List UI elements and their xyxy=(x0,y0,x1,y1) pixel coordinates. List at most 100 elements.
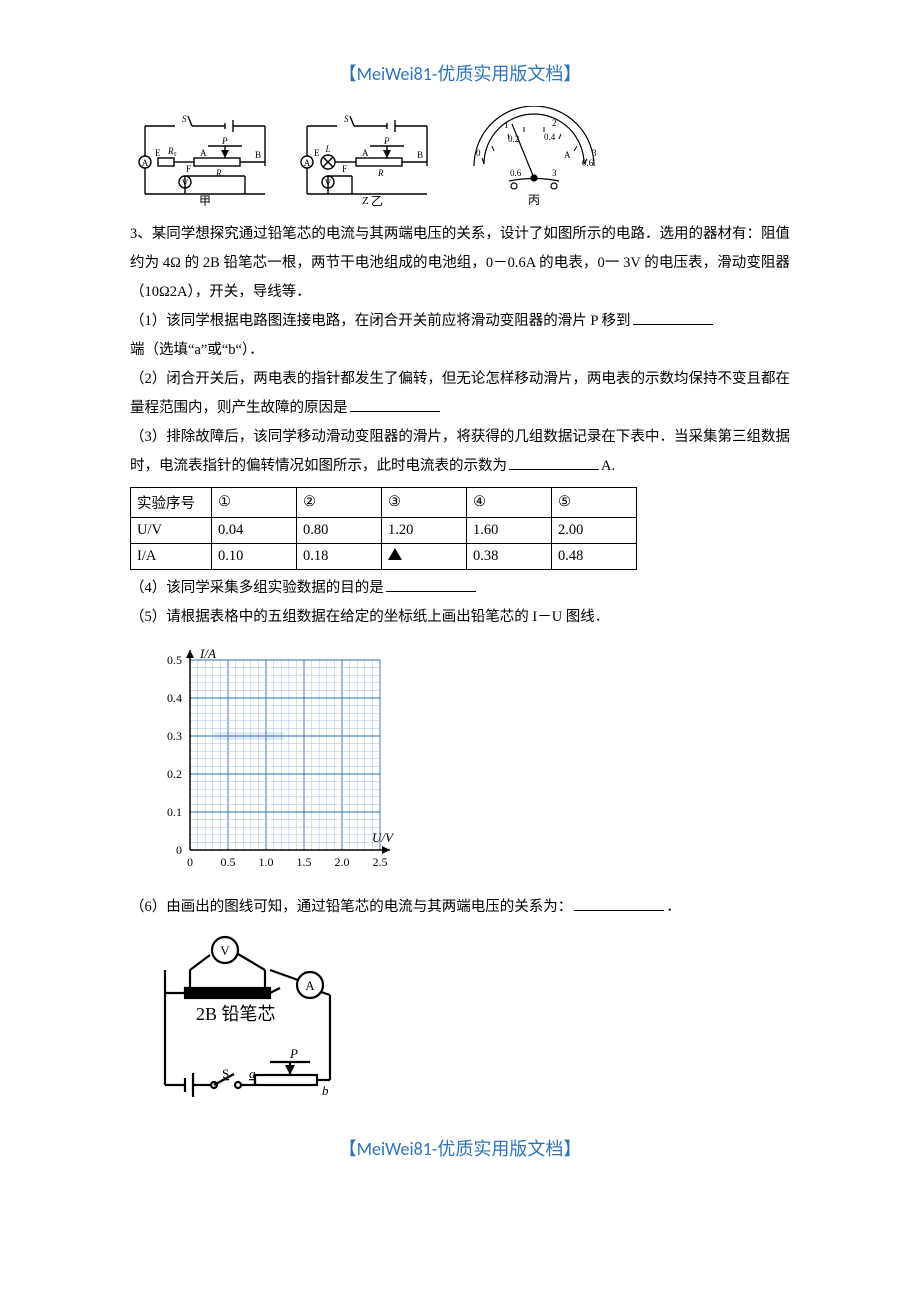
r-label: R xyxy=(377,168,384,178)
b-label: B xyxy=(255,150,261,160)
blank-4 xyxy=(386,577,476,593)
svg-text:2.5: 2.5 xyxy=(373,855,388,869)
th-1: ① xyxy=(212,488,297,518)
s-label: S xyxy=(344,114,349,124)
voltmeter-label: V xyxy=(182,178,189,188)
cell: 0.48 xyxy=(552,544,637,570)
b-label: B xyxy=(417,150,423,160)
svg-text:0.2: 0.2 xyxy=(508,134,519,144)
q3-p6: （6）由画出的图线可知，通过铅笔芯的电流与其两端电压的关系为：． xyxy=(130,893,790,922)
q3-p6-a: （6）由画出的图线可知，通过铅笔芯的电流与其两端电压的关系为： xyxy=(130,899,572,915)
svg-text:0: 0 xyxy=(187,855,193,869)
svg-text:3: 3 xyxy=(592,148,597,158)
svg-text:2.0: 2.0 xyxy=(335,855,350,869)
voltmeter-label: V xyxy=(325,178,332,188)
th-3: ③ xyxy=(382,488,467,518)
q3-p3-b: A. xyxy=(601,458,615,474)
ammeter-label: A xyxy=(304,158,311,168)
a-left-label: A xyxy=(200,148,207,158)
table-row: U/V 0.04 0.80 1.20 1.60 2.00 xyxy=(131,518,637,544)
x-axis-label: U/V xyxy=(372,830,395,845)
cell: 2.00 xyxy=(552,518,637,544)
experiment-data-table: 实验序号 ① ② ③ ④ ⑤ U/V 0.04 0.80 1.20 1.60 2… xyxy=(130,487,637,570)
q3-p4-a: （4）该同学采集多组实验数据的目的是 xyxy=(130,580,384,596)
blank-2 xyxy=(350,397,440,413)
s-label: S xyxy=(182,114,187,124)
switch-s: S xyxy=(222,1066,229,1081)
p-label: P xyxy=(383,136,390,146)
blank-3 xyxy=(509,455,599,471)
cell: 0.10 xyxy=(212,544,297,570)
p-label: P xyxy=(221,136,228,146)
svg-text:0.4: 0.4 xyxy=(167,691,182,705)
circuit-yi: A V E L F A P R B S Z 乙 xyxy=(292,106,442,206)
svg-text:1.5: 1.5 xyxy=(297,855,312,869)
svg-text:0: 0 xyxy=(476,148,481,158)
q3-intro: 3、某同学想探究通过铅笔芯的电流与其两端电压的关系，设计了如图所示的电路．选用的… xyxy=(130,220,790,307)
cell: 0.18 xyxy=(297,544,382,570)
ammeter-dial-bing: 0 1 2 3 0.2 0.4 0.6 A 0.6 3 丙 xyxy=(454,106,614,206)
jia-caption: 甲 xyxy=(199,194,211,206)
table-row: I/A 0.10 0.18 0.38 0.48 xyxy=(131,544,637,570)
e-label: E xyxy=(155,148,161,158)
ammeter-label: A xyxy=(142,158,149,168)
svg-text:0.6: 0.6 xyxy=(582,158,594,168)
cell-triangle xyxy=(382,544,467,570)
svg-text:A: A xyxy=(564,150,571,160)
pencil-lead-label: 2B 铅笔芯 xyxy=(196,1004,276,1024)
q3-p2: （2）闭合开关后，两电表的指针都发生了偏转，但无论怎样移动滑片，两电表的示数均保… xyxy=(130,365,790,423)
iv-graph: I/A U/V 00.10.20.30.40.5 00.51.01.52.02.… xyxy=(150,640,790,885)
q3-p1: （1）该同学根据电路图连接电路，在闭合开关前应将滑动变阻器的滑片 P 移到 xyxy=(130,307,790,336)
l-label: L xyxy=(324,144,330,154)
cell: 1.60 xyxy=(467,518,552,544)
svg-text:1.0: 1.0 xyxy=(259,855,274,869)
svg-text:3: 3 xyxy=(552,168,557,178)
row-u-label: U/V xyxy=(131,518,212,544)
page-footer-brand: 【MeiWei81-优质实用版文档】 xyxy=(130,1135,790,1161)
pencil-circuit-figure: V A 2B 铅笔芯 S a P b xyxy=(140,930,790,1115)
q3-p4: （4）该同学采集多组实验数据的目的是 xyxy=(130,574,790,603)
row-i-label: I/A xyxy=(131,544,212,570)
yi-caption: 乙 xyxy=(371,194,383,206)
svg-text:0.6: 0.6 xyxy=(510,168,522,178)
terminal-b: b xyxy=(322,1083,329,1098)
cell: 1.20 xyxy=(382,518,467,544)
f-label: F xyxy=(342,164,347,174)
pencil-circuit-svg: V A 2B 铅笔芯 S a P b xyxy=(140,930,350,1110)
table-header-row: 实验序号 ① ② ③ ④ ⑤ xyxy=(131,488,637,518)
svg-text:0.4: 0.4 xyxy=(544,132,556,142)
y-axis-label: I/A xyxy=(199,646,216,661)
q3-p2-a: （2）闭合开关后，两电表的指针都发生了偏转，但无论怎样移动滑片，两电表的示数均保… xyxy=(130,371,790,416)
slider-p: P xyxy=(289,1046,298,1061)
svg-text:0.3: 0.3 xyxy=(167,729,182,743)
svg-text:0.5: 0.5 xyxy=(167,653,182,667)
r-label: R xyxy=(215,168,222,178)
th-2: ② xyxy=(297,488,382,518)
r0-label: R₀ xyxy=(167,146,177,156)
page-header-brand: 【MeiWei81-优质实用版文档】 xyxy=(130,60,790,86)
ammeter-a: A xyxy=(305,978,315,993)
f-label: F xyxy=(186,164,191,174)
blank-1 xyxy=(633,310,713,326)
triangle-icon xyxy=(388,548,402,560)
svg-text:2: 2 xyxy=(552,118,557,128)
bing-caption: 丙 xyxy=(528,193,540,206)
svg-text:1: 1 xyxy=(504,120,509,130)
voltmeter-v: V xyxy=(220,943,230,958)
terminal-a: a xyxy=(249,1066,256,1081)
a-left-label: A xyxy=(362,148,369,158)
svg-text:0.5: 0.5 xyxy=(221,855,236,869)
z-label: Z xyxy=(362,195,369,206)
cell: 0.38 xyxy=(467,544,552,570)
svg-text:0.2: 0.2 xyxy=(167,767,182,781)
th-label: 实验序号 xyxy=(131,488,212,518)
q3-p3-a: （3）排除故障后，该同学移动滑动变阻器的滑片，将获得的几组数据记录在下表中．当采… xyxy=(130,429,790,474)
blank-6 xyxy=(574,896,664,912)
q3-p5: （5）请根据表格中的五组数据在给定的坐标纸上画出铅笔芯的 I－U 图线． xyxy=(130,603,790,632)
q3-p1b: 端（选填“a”或“b“）． xyxy=(130,336,790,365)
svg-text:0.1: 0.1 xyxy=(167,805,182,819)
q3-p1-a: （1）该同学根据电路图连接电路，在闭合开关前应将滑动变阻器的滑片 P 移到 xyxy=(130,313,631,329)
graph-svg: I/A U/V 00.10.20.30.40.5 00.51.01.52.02.… xyxy=(150,640,400,880)
cell: 0.04 xyxy=(212,518,297,544)
e-label: E xyxy=(314,148,320,158)
